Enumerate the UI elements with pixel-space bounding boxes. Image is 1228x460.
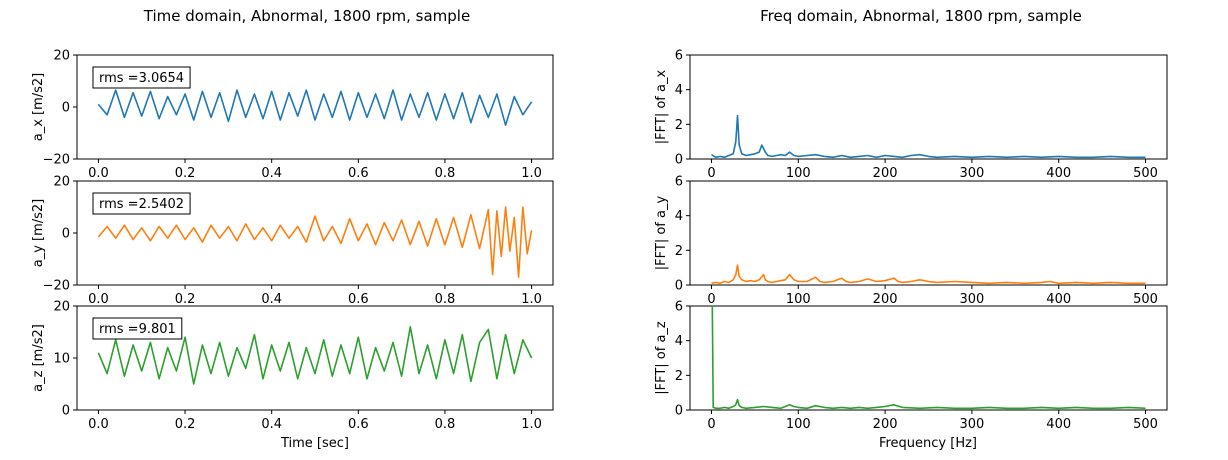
x-tick-label: 0.0 (88, 292, 109, 307)
x-tick-label: 300 (959, 292, 984, 307)
x-tick-label: 1.0 (521, 417, 542, 432)
subplot-0-0: −20 0 20 0.0 0.2 0.4 0.6 0.8 1.0 a_x [m/s2] rms =3… (31, 49, 554, 181)
y-tick-label: 2 (675, 118, 683, 133)
x-tick-label: 0.6 (348, 166, 369, 181)
time-domain-title: Time domain, Abnormal, 1800 rpm, sample (143, 7, 470, 25)
x-tick-label: 500 (1133, 292, 1158, 307)
x-tick-label: 200 (873, 166, 898, 181)
rms-annotation: rms =9.801 (99, 322, 176, 337)
y-tick-label: 6 (675, 300, 683, 315)
series-line (97, 89, 533, 126)
y-axis-label: a_x [m/s2] (31, 73, 46, 142)
rms-annotation: rms =3.0654 (99, 71, 184, 86)
time-xlabel: Time [sec] (280, 436, 349, 451)
x-tick-label: 0 (707, 417, 715, 432)
y-tick-label: 10 (53, 352, 70, 367)
x-tick-label: 400 (1046, 166, 1071, 181)
y-tick-label: 6 (675, 49, 683, 64)
subplot-1-1: 0 2 4 6 0 100 200 300 400 500 |FFT| of a_y (654, 175, 1168, 307)
x-tick-label: 500 (1133, 417, 1158, 432)
subplot-1-2: 0 2 4 6 0 100 200 300 400 500 |FFT| of a_z (654, 300, 1168, 432)
x-tick-label: 0.8 (435, 417, 456, 432)
x-tick-label: 0.8 (435, 292, 456, 307)
y-tick-label: 4 (675, 83, 683, 98)
x-tick-label: 0.4 (261, 166, 282, 181)
y-tick-label: 0 (62, 227, 70, 242)
y-tick-label: −20 (43, 153, 70, 168)
y-tick-label: 0 (62, 404, 70, 419)
x-tick-label: 0.4 (261, 292, 282, 307)
y-axis-label: |FFT| of a_x (654, 70, 669, 145)
x-tick-label: 100 (786, 417, 811, 432)
y-tick-label: 20 (53, 300, 70, 315)
x-tick-label: 100 (786, 166, 811, 181)
series-line (97, 206, 533, 278)
x-tick-label: 0 (707, 292, 715, 307)
y-tick-label: 4 (675, 334, 683, 349)
y-tick-label: 2 (675, 244, 683, 259)
y-axis-label: a_y [m/s2] (31, 199, 46, 268)
axes-frame (689, 305, 1168, 411)
x-tick-label: 0.6 (348, 292, 369, 307)
x-tick-label: 1.0 (521, 166, 542, 181)
series-line (711, 306, 1146, 410)
subplot-1-0: 0 2 4 6 0 100 200 300 400 500 |FFT| of a_x (654, 49, 1168, 181)
rms-box (92, 317, 183, 340)
x-tick-label: 0.2 (175, 166, 196, 181)
x-tick-label: 0.4 (261, 417, 282, 432)
x-tick-label: 100 (786, 292, 811, 307)
x-tick-label: 300 (959, 166, 984, 181)
y-tick-label: 20 (53, 49, 70, 64)
y-tick-label: 4 (675, 209, 683, 224)
x-tick-label: 0.8 (435, 166, 456, 181)
y-tick-label: −20 (43, 279, 70, 294)
y-tick-label: 0 (675, 279, 683, 294)
x-tick-label: 500 (1133, 166, 1158, 181)
y-axis-label: a_z [m/s2] (31, 324, 46, 392)
x-tick-label: 0.0 (88, 166, 109, 181)
y-tick-label: 0 (675, 404, 683, 419)
axes-frame (689, 180, 1168, 286)
y-tick-label: 0 (675, 153, 683, 168)
x-tick-label: 0.0 (88, 417, 109, 432)
x-tick-label: 0.2 (175, 417, 196, 432)
y-tick-label: 6 (675, 175, 683, 190)
x-tick-label: 1.0 (521, 292, 542, 307)
freq-domain-title: Freq domain, Abnormal, 1800 rpm, sample (760, 7, 1082, 25)
subplot-0-1: −20 0 20 0.0 0.2 0.4 0.6 0.8 1.0 a_y [m/s2] rms =2… (31, 175, 554, 307)
x-tick-label: 0 (707, 166, 715, 181)
y-axis-label: |FFT| of a_y (654, 196, 669, 271)
x-tick-label: 0.2 (175, 292, 196, 307)
series-line (711, 114, 1146, 159)
series-line (97, 326, 533, 385)
x-tick-label: 200 (873, 292, 898, 307)
series-line (711, 264, 1146, 285)
subplot-0-2: 0 10 20 0.0 0.2 0.4 0.6 0.8 1.0 a_z [m/s2] rms =9.… (31, 300, 554, 432)
x-tick-label: 400 (1046, 417, 1071, 432)
rms-box (92, 192, 191, 215)
rms-box (92, 66, 191, 89)
axes-frame (689, 54, 1168, 160)
y-axis-label: |FFT| of a_z (654, 321, 669, 395)
x-tick-label: 0.6 (348, 417, 369, 432)
rms-annotation: rms =2.5402 (99, 197, 184, 212)
x-tick-label: 200 (873, 417, 898, 432)
y-tick-label: 20 (53, 175, 70, 190)
y-tick-label: 0 (62, 101, 70, 116)
x-tick-label: 300 (959, 417, 984, 432)
freq-xlabel: Frequency [Hz] (879, 436, 977, 451)
x-tick-label: 400 (1046, 292, 1071, 307)
y-tick-label: 2 (675, 369, 683, 384)
